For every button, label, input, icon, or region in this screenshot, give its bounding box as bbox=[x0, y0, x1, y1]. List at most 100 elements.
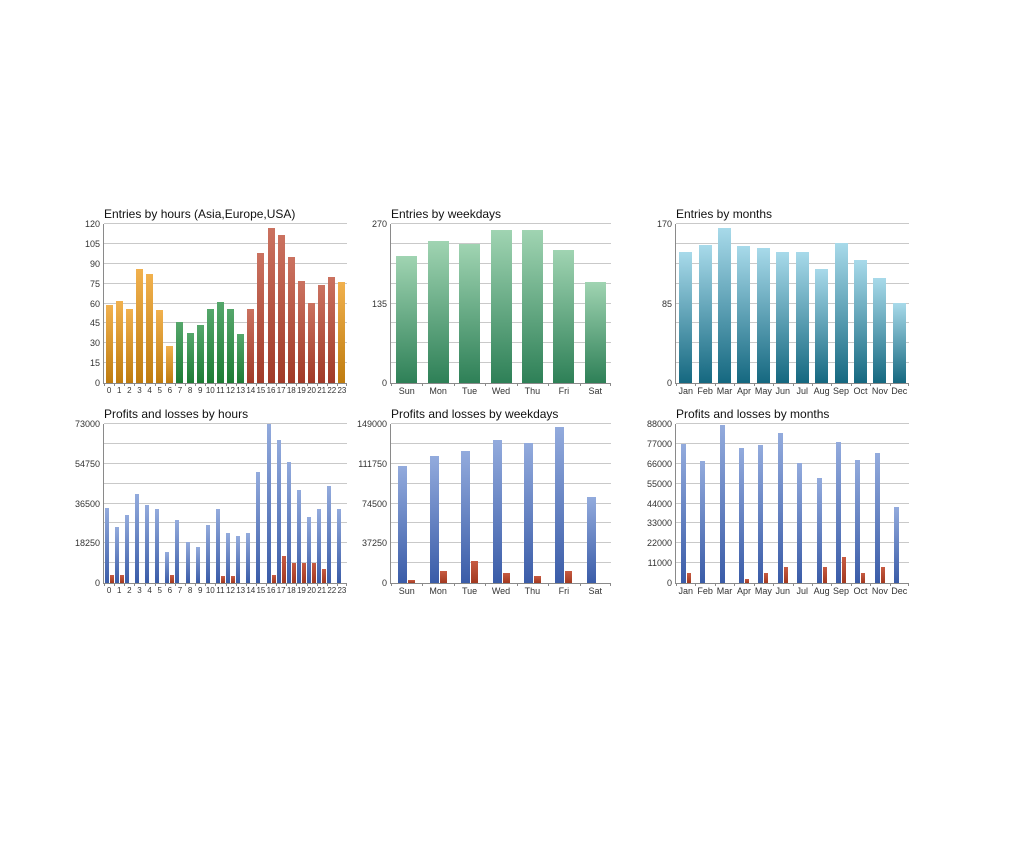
x-axis-category-label: 19 bbox=[296, 386, 306, 395]
x-axis-category-label: 15 bbox=[256, 586, 266, 595]
gridline bbox=[676, 262, 909, 264]
x-axis-tick bbox=[235, 383, 237, 386]
x-axis-tick bbox=[753, 583, 755, 586]
x-axis-category-label: Sun bbox=[398, 386, 415, 396]
gridline bbox=[676, 442, 909, 444]
gridline bbox=[676, 322, 909, 324]
bar-loss bbox=[565, 571, 573, 583]
bar bbox=[277, 235, 285, 383]
x-axis-category-label: Sep bbox=[833, 386, 850, 396]
bar-profit bbox=[700, 461, 706, 583]
bar bbox=[490, 230, 512, 383]
bar bbox=[156, 310, 164, 383]
y-axis-tick-label: 44000 bbox=[646, 498, 672, 509]
x-axis-tick bbox=[870, 583, 872, 586]
x-axis-category-label: Feb bbox=[697, 586, 713, 596]
x-axis-category-label: Apr bbox=[736, 386, 751, 396]
plot-area: 0 11000 22000 33000 44000 55000 66000 77000 8800… bbox=[647, 419, 909, 596]
x-axis-tick bbox=[316, 583, 318, 586]
y-axis-tick-label: 0 bbox=[381, 578, 387, 588]
x-axis-tick bbox=[714, 583, 716, 586]
bar-profit bbox=[777, 433, 783, 583]
x-axis-category-label: 8 bbox=[187, 586, 193, 595]
bar-profit bbox=[680, 444, 686, 583]
y-axis-tick-label: 0 bbox=[666, 578, 672, 588]
bar-loss bbox=[322, 569, 327, 583]
x-axis-tick bbox=[336, 583, 338, 586]
x-axis-tick bbox=[255, 383, 257, 386]
x-axis-category-label: 13 bbox=[236, 586, 246, 595]
x-axis-tick bbox=[286, 583, 288, 586]
bar-profit bbox=[104, 508, 109, 583]
bar-profit bbox=[256, 472, 261, 583]
x-axis-category-label: Fri bbox=[558, 386, 570, 396]
plot-area: 0 18250 36500 54750 73000 0 1 2 3 4 5 6 7 8 9 10 11 12 13 1… bbox=[75, 419, 347, 595]
bar-loss bbox=[439, 571, 447, 583]
bar-profit bbox=[165, 552, 170, 583]
y-axis-tick-label: 54750 bbox=[74, 458, 100, 469]
x-axis-tick bbox=[485, 583, 487, 586]
x-axis-tick bbox=[516, 583, 518, 586]
x-axis-category-label: May bbox=[754, 386, 772, 396]
gridline bbox=[104, 562, 347, 564]
x-axis-category-label: 10 bbox=[205, 586, 215, 595]
x-axis-tick bbox=[579, 583, 581, 586]
bar-loss bbox=[533, 576, 541, 583]
y-axis-tick-label: 33000 bbox=[646, 518, 672, 529]
gridline bbox=[391, 223, 611, 224]
y-axis-tick-label: 18250 bbox=[74, 538, 100, 549]
x-axis-category-label: Jul bbox=[796, 386, 808, 396]
x-axis-tick bbox=[215, 383, 217, 386]
gridline bbox=[676, 482, 909, 484]
x-axis-category-label: Tue bbox=[461, 386, 478, 396]
x-axis-category-label: 21 bbox=[317, 386, 327, 395]
bar bbox=[206, 309, 214, 383]
gridline bbox=[104, 362, 347, 364]
bar-loss bbox=[220, 576, 225, 583]
x-axis-tick bbox=[391, 383, 392, 386]
x-axis-tick bbox=[174, 583, 176, 586]
gridline bbox=[676, 522, 909, 524]
y-axis-tick-label: 88000 bbox=[646, 419, 672, 429]
bar bbox=[892, 303, 906, 383]
y-axis-tick-label: 11000 bbox=[647, 558, 672, 569]
x-axis-tick bbox=[235, 583, 237, 586]
y-axis-tick-label: 105 bbox=[84, 238, 100, 249]
x-axis-tick bbox=[134, 383, 136, 386]
bar bbox=[718, 228, 732, 383]
x-axis-category-label: 5 bbox=[157, 586, 162, 595]
gridline bbox=[676, 242, 909, 244]
bar-loss bbox=[861, 573, 866, 583]
x-axis-category-label: 2 bbox=[127, 386, 132, 395]
bar-profit bbox=[236, 536, 241, 583]
gridline bbox=[104, 482, 347, 484]
y-axis-tick-label: 37250 bbox=[361, 538, 387, 549]
x-axis-tick bbox=[453, 383, 455, 386]
x-axis-category-label: Thu bbox=[524, 586, 541, 596]
x-axis-tick bbox=[811, 583, 813, 586]
x-axis-tick bbox=[255, 583, 257, 586]
x-axis-category-label: Mar bbox=[716, 386, 733, 396]
bar-loss bbox=[312, 563, 317, 583]
x-axis-tick bbox=[579, 383, 581, 386]
x-axis-tick bbox=[215, 583, 217, 586]
bar-profit bbox=[317, 509, 322, 583]
bar-profit bbox=[337, 509, 342, 583]
plot-area: 0 85 170 Jan Feb Mar Apr May Jun Jul Aug Sep Oct Nov D… bbox=[657, 219, 909, 396]
bar-profit bbox=[738, 448, 744, 583]
bar bbox=[257, 253, 265, 383]
y-axis-tick-label: 0 bbox=[666, 378, 672, 388]
bar bbox=[227, 309, 235, 383]
bar-profit bbox=[874, 453, 880, 583]
x-axis-tick bbox=[316, 383, 318, 386]
gridline bbox=[676, 282, 909, 284]
x-axis-category-label: 5 bbox=[157, 386, 162, 395]
gridline bbox=[676, 302, 909, 304]
bar-profit bbox=[307, 517, 312, 583]
bar-profit bbox=[429, 456, 439, 583]
bar-profit bbox=[226, 533, 231, 583]
bar bbox=[776, 252, 790, 383]
gridline bbox=[391, 423, 611, 424]
x-axis-category-label: 1 bbox=[116, 386, 122, 395]
